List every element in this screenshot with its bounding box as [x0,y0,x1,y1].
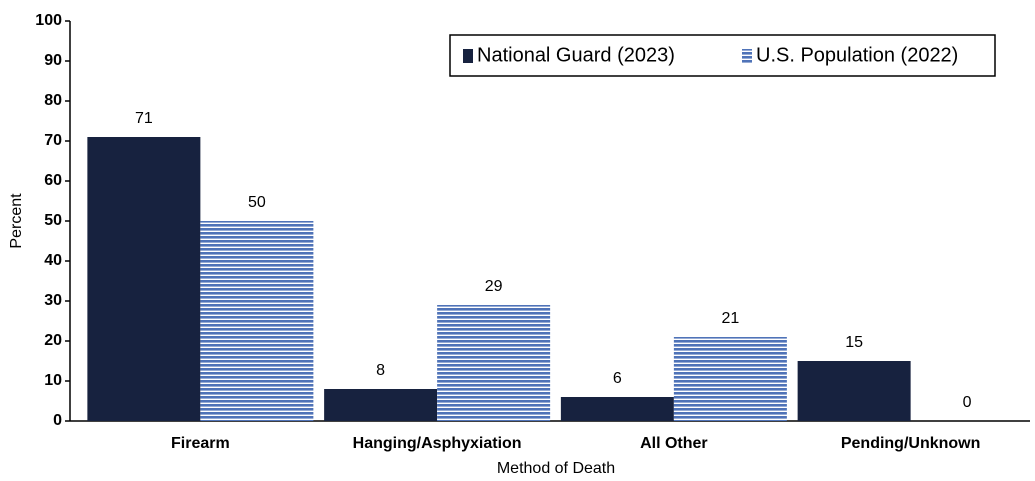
y-tick-label: 70 [44,132,62,149]
data-label: 0 [963,394,972,411]
y-axis-title: Percent [8,193,25,249]
y-tick-label: 10 [44,372,62,389]
x-tick-label: All Other [640,435,708,452]
y-tick-label: 40 [44,252,62,269]
data-label: 71 [135,110,153,127]
data-label: 21 [721,310,739,327]
data-label: 8 [376,362,385,379]
legend-marker [742,49,752,63]
bar [87,137,201,421]
x-tick-label: Pending/Unknown [841,435,981,452]
y-tick-label: 100 [35,12,62,29]
data-label: 29 [485,278,503,295]
legend-box [449,34,996,77]
bar [324,389,438,421]
bar [437,305,551,421]
x-tick-label: Firearm [171,435,230,452]
y-tick-label: 60 [44,172,62,189]
x-tick-label: Hanging/Asphyxiation [353,435,522,452]
legend-label: U.S. Population (2022) [756,44,958,66]
y-tick-label: 80 [44,92,62,109]
data-label: 15 [845,334,863,351]
legend-label: National Guard (2023) [477,44,675,66]
bar [797,361,911,421]
data-label: 6 [613,370,622,387]
bar [200,221,314,421]
x-axis-title: Method of Death [497,460,615,477]
data-label: 50 [248,194,266,211]
y-tick-label: 90 [44,52,62,69]
y-tick-label: 0 [53,412,62,429]
y-tick-label: 50 [44,212,62,229]
bar [560,397,674,421]
bar [673,337,787,421]
y-tick-label: 30 [44,292,62,309]
y-tick-label: 20 [44,332,62,349]
legend-marker [463,49,473,63]
